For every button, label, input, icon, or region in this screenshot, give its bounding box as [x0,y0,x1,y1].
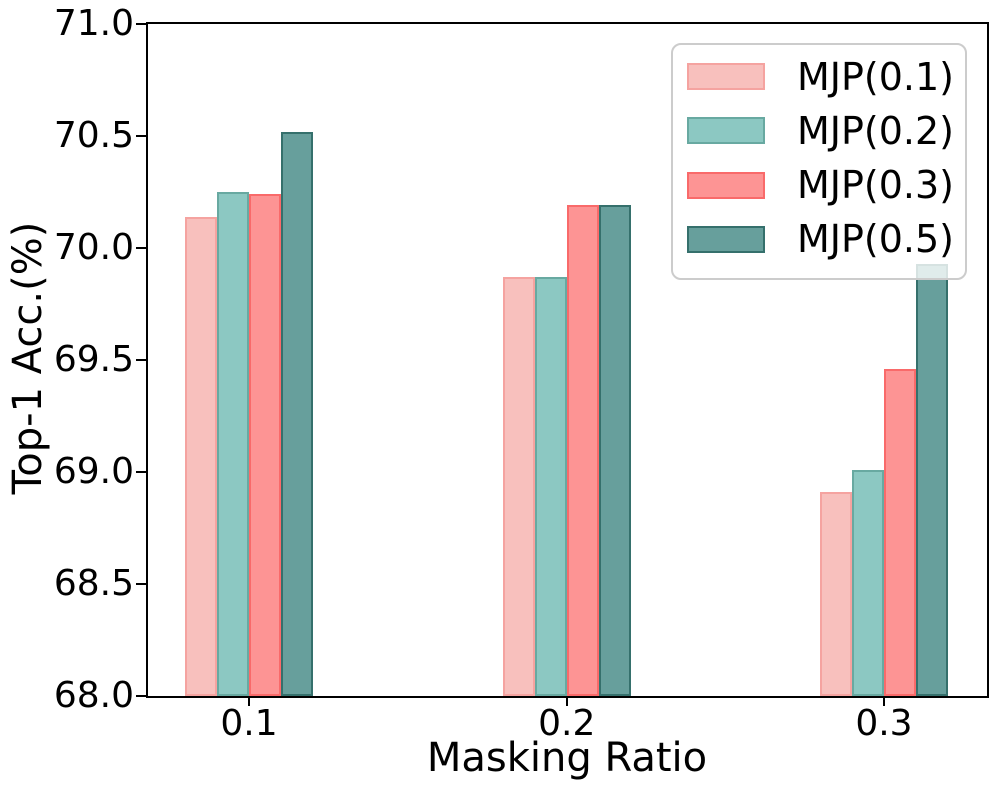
bar-MJP(0.3)-x0.2 [566,205,599,696]
bar-MJP(0.5)-x0.1 [281,131,313,696]
legend-row: MJP(0.5) [687,220,965,258]
x-tick-label: 0.1 [220,703,278,744]
bar-MJP(0.1)-x0.2 [502,277,535,696]
x-tick-mark [248,696,250,706]
bar-MJP(0.3)-x0.3 [883,368,916,696]
legend-swatch [687,117,765,145]
x-axis-label: Masking Ratio [426,735,708,781]
y-tick-mark [136,471,146,473]
legend-label: MJP(0.5) [797,217,954,262]
bar-MJP(0.3)-x0.1 [249,194,281,696]
legend-label: MJP(0.1) [797,54,954,99]
bar-MJP(0.5)-x0.2 [598,205,631,696]
y-tick-label: 71.0 [53,3,134,44]
bar-MJP(0.1)-x0.1 [185,216,217,696]
x-tick-label: 0.2 [538,703,596,744]
y-tick-mark [136,583,146,585]
bar-MJP(0.2)-x0.3 [851,469,884,696]
legend-label: MJP(0.3) [797,163,954,208]
x-tick-label: 0.3 [855,703,913,744]
legend-swatch [687,63,765,90]
y-tick-mark [136,23,146,25]
y-tick-mark [136,247,146,249]
legend-row: MJP(0.2) [687,112,965,150]
x-tick-mark [882,696,885,706]
legend: MJP(0.1) MJP(0.2) MJP(0.3) MJP(0.5) [671,43,967,280]
y-tick-label: 68.0 [53,675,134,716]
legend-swatch [687,171,765,199]
y-tick-label: 68.5 [53,563,134,604]
bar-MJP(0.2)-x0.1 [217,192,249,696]
y-tick-mark [136,695,146,697]
bar-MJP(0.2)-x0.2 [534,277,567,696]
legend-row: MJP(0.1) [687,58,965,96]
y-tick-label: 70.5 [53,115,134,156]
bar-MJP(0.5)-x0.3 [915,263,948,696]
y-tick-mark [136,135,146,137]
x-tick-mark [565,696,568,706]
legend-label: MJP(0.2) [797,108,954,153]
y-tick-label: 69.0 [53,451,134,492]
legend-swatch [687,225,765,253]
bar-MJP(0.1)-x0.3 [819,492,852,696]
legend-row: MJP(0.3) [687,166,965,204]
plot-area: 68.0 68.5 69.0 69.5 70.0 70.5 71.0 0.1 0.2 0.3 M… [54,6,989,742]
y-tick-mark [136,359,146,361]
y-tick-label: 70.0 [53,227,134,268]
y-tick-label: 69.5 [53,339,134,380]
